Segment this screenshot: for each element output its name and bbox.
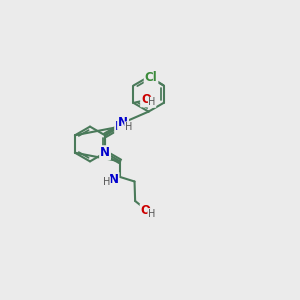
Text: Cl: Cl [145,71,158,84]
Text: N: N [115,120,125,133]
Text: O: O [141,204,151,217]
Text: N: N [118,116,128,129]
Text: H: H [148,97,156,107]
Text: H: H [148,208,155,219]
Text: N: N [109,173,118,186]
Text: H: H [103,177,110,187]
Text: O: O [141,93,151,106]
Text: N: N [100,146,110,159]
Text: H: H [125,122,132,132]
